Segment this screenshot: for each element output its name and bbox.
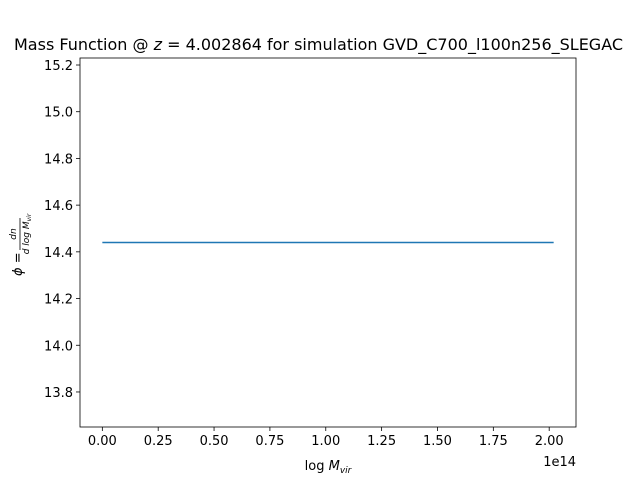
x-tick-label: 1.50 bbox=[423, 434, 452, 449]
x-axis-offset: 1e14 bbox=[543, 455, 576, 470]
y-tick-label: 14.0 bbox=[44, 339, 73, 354]
plot-frame bbox=[79, 57, 577, 428]
x-tick-label: 2.00 bbox=[535, 434, 564, 449]
y-tick-label: 14.4 bbox=[44, 246, 73, 261]
x-axis-label: log Mvir bbox=[305, 459, 353, 476]
x-tick-label: 0.50 bbox=[200, 434, 229, 449]
y-tick-label: 14.6 bbox=[44, 199, 73, 214]
x-tick-label: 0.00 bbox=[88, 434, 117, 449]
x-axis: 0.00 0.25 0.50 0.75 1.00 1.25 1.50 1.75 2.00 bbox=[88, 427, 564, 449]
chart-title: Mass Function @ z = 4.002864 for simulat… bbox=[14, 35, 623, 55]
y-tick-label: 13.8 bbox=[44, 386, 73, 401]
y-axis: 13.8 14.0 14.2 14.4 14.6 14.8 15.0 15.2 bbox=[44, 59, 80, 401]
y-tick-label: 14.8 bbox=[44, 152, 73, 167]
x-tick-label: 0.75 bbox=[255, 434, 284, 449]
svg-text:dn: dn bbox=[9, 228, 19, 240]
y-axis-label: ϕ = dn d log Mvir bbox=[9, 213, 33, 276]
svg-text:ϕ =: ϕ = bbox=[11, 252, 26, 276]
y-tick-label: 15.2 bbox=[44, 59, 73, 74]
x-tick-label: 0.25 bbox=[144, 434, 173, 449]
x-tick-label: 1.00 bbox=[311, 434, 340, 449]
y-tick-label: 15.0 bbox=[44, 106, 73, 121]
y-tick-label: 14.2 bbox=[44, 293, 73, 308]
x-tick-label: 1.75 bbox=[479, 434, 508, 449]
svg-text:d log Mvir: d log Mvir bbox=[22, 213, 33, 254]
x-tick-label: 1.25 bbox=[367, 434, 396, 449]
